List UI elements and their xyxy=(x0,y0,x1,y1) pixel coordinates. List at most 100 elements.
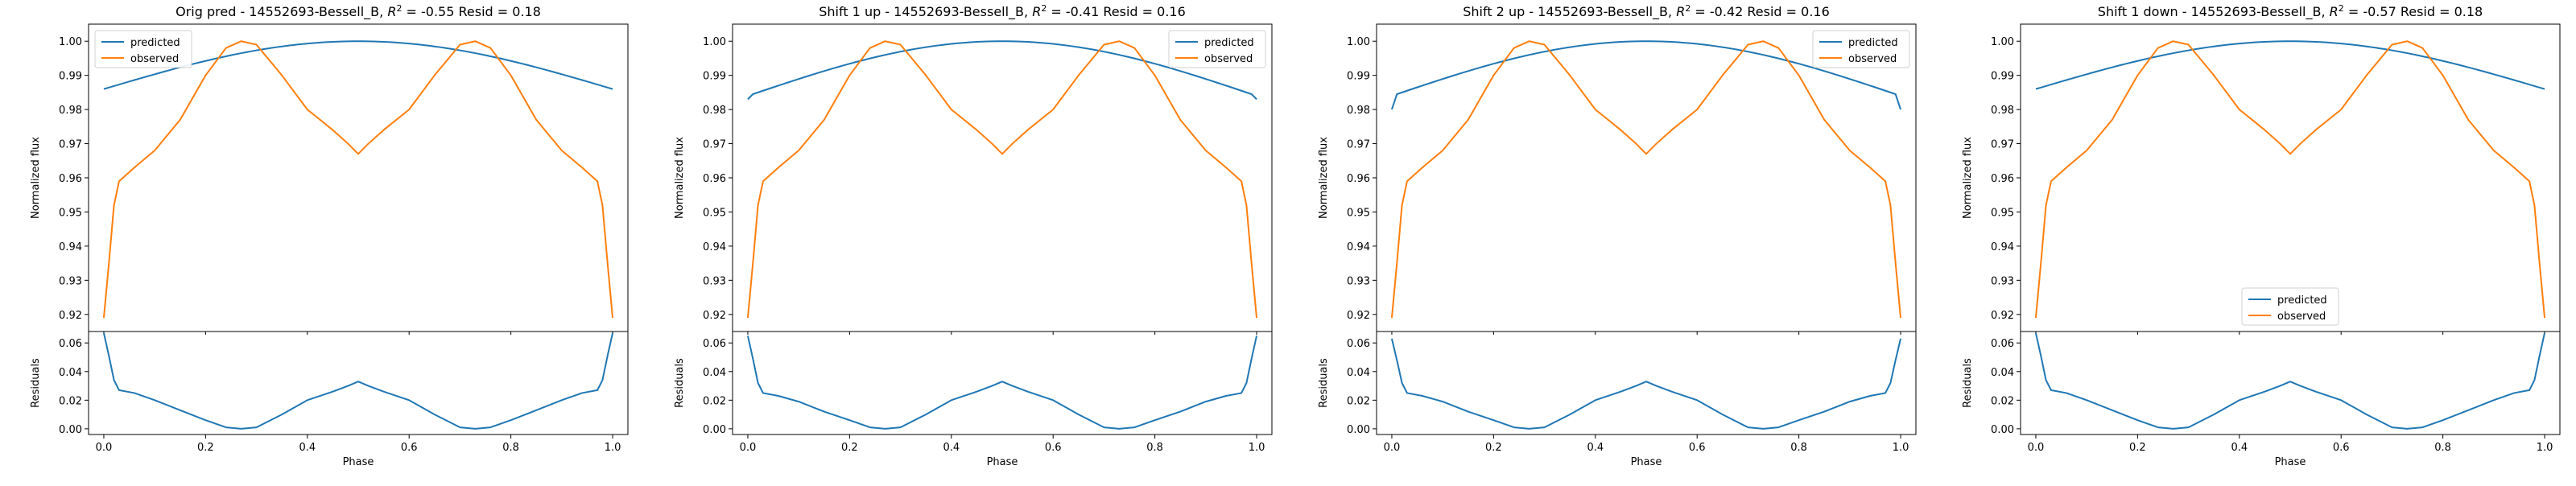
resid-ytick-label: 0.04 xyxy=(1991,367,2014,379)
resid-xtick-label: 0.8 xyxy=(1146,442,1163,454)
x-axis-label: Phase xyxy=(343,456,374,468)
chart-title-r: R xyxy=(1032,4,1041,19)
flux-ytick-label: 0.92 xyxy=(703,310,726,322)
flux-ytick-label: 0.96 xyxy=(59,173,82,185)
observed-series-line xyxy=(2034,40,2546,319)
resid-axes-frame xyxy=(732,331,1273,435)
resid-ytick-label: 0.04 xyxy=(1347,367,1370,379)
legend-label-predicted: predicted xyxy=(130,37,180,49)
flux-ytick-label: 0.99 xyxy=(59,71,82,83)
legend-label-observed: observed xyxy=(130,53,179,65)
resid-ytick-label: 0.06 xyxy=(1991,338,2014,350)
resid-xtick-label: 0.8 xyxy=(1790,442,1807,454)
chart-title-prefix: Orig pred - 14552693-Bessell_B, xyxy=(175,4,387,20)
resid-xtick-label: 0.2 xyxy=(197,442,214,454)
resid-xtick-label: 0.0 xyxy=(1384,442,1401,454)
flux-ytick-label: 0.92 xyxy=(1991,310,2014,322)
resid-xtick-label: 0.0 xyxy=(740,442,757,454)
observed-series-line xyxy=(1390,40,1902,319)
flux-ytick-label: 0.94 xyxy=(1991,241,2014,253)
resid-xtick-label: 1.0 xyxy=(1893,442,1909,454)
resid-ytick-label: 0.02 xyxy=(703,395,726,407)
resid-ytick-label: 0.04 xyxy=(703,367,726,379)
chart-title-suffix: = -0.55 Resid = 0.18 xyxy=(402,4,540,19)
flux-ytick-label: 1.00 xyxy=(1991,36,2014,48)
resid-ytick-label: 0.00 xyxy=(1347,424,1370,436)
resid-ytick-label: 0.06 xyxy=(1347,338,1370,350)
residuals-series-line xyxy=(746,336,1258,430)
flux-axes-frame xyxy=(732,23,1273,332)
flux-ytick-label: 1.00 xyxy=(1347,36,1370,48)
resid-axes-frame xyxy=(88,331,629,435)
flux-ytick-label: 0.98 xyxy=(703,105,726,117)
resid-xtick-label: 0.2 xyxy=(841,442,858,454)
flux-ytick-label: 0.94 xyxy=(703,241,726,253)
x-axis-label: Phase xyxy=(2275,456,2306,468)
flux-ylabel: Normalized flux xyxy=(1962,137,1974,219)
chart-title-suffix: = -0.57 Resid = 0.18 xyxy=(2344,4,2483,19)
resid-xtick-label: 0.6 xyxy=(401,442,418,454)
flux-ylabel: Normalized flux xyxy=(1318,137,1330,219)
x-axis-label: Phase xyxy=(1631,456,1662,468)
chart-legend: predicted observed xyxy=(1168,30,1266,68)
chart-legend: predicted observed xyxy=(2241,287,2339,326)
legend-label-predicted: predicted xyxy=(1848,37,1898,49)
resid-xtick-label: 0.2 xyxy=(2129,442,2146,454)
flux-ytick-label: 0.95 xyxy=(59,207,82,219)
resid-ytick-label: 0.00 xyxy=(59,424,82,436)
resid-axes-frame xyxy=(1376,331,1917,435)
flux-ytick-label: 0.96 xyxy=(1991,173,2014,185)
legend-label-observed: observed xyxy=(1848,53,1897,65)
resid-ytick-label: 0.00 xyxy=(703,424,726,436)
flux-ytick-label: 0.93 xyxy=(703,275,726,287)
chart-title-r: R xyxy=(387,4,396,19)
resid-ytick-label: 0.04 xyxy=(59,367,82,379)
chart-title: Shift 1 down - 14552693-Bessell_B, R2 = … xyxy=(2098,3,2483,20)
chart-title-sup: 2 xyxy=(2339,3,2344,14)
resid-xtick-label: 0.4 xyxy=(1587,442,1604,454)
flux-ytick-label: 0.97 xyxy=(1991,139,2014,151)
chart-panel-2: Shift 1 up - 14552693-Bessell_B, R2 = -0… xyxy=(674,3,1273,468)
x-axis-label: Phase xyxy=(987,456,1018,468)
chart-legend: predicted observed xyxy=(94,30,192,68)
chart-title: Orig pred - 14552693-Bessell_B, R2 = -0.… xyxy=(175,3,541,20)
chart-title: Shift 1 up - 14552693-Bessell_B, R2 = -0… xyxy=(819,3,1186,20)
chart-title-prefix: Shift 2 up - 14552693-Bessell_B, xyxy=(1463,4,1676,20)
flux-ytick-label: 0.98 xyxy=(1991,105,2014,117)
resid-xtick-label: 0.8 xyxy=(502,442,519,454)
resid-xtick-label: 0.6 xyxy=(2333,442,2350,454)
resid-xtick-label: 0.4 xyxy=(299,442,316,454)
resid-xtick-label: 0.0 xyxy=(2028,442,2045,454)
flux-ytick-label: 0.95 xyxy=(703,207,726,219)
resid-ytick-label: 0.02 xyxy=(1991,395,2014,407)
flux-ytick-label: 0.95 xyxy=(1991,207,2014,219)
chart-panel-4: Shift 1 down - 14552693-Bessell_B, R2 = … xyxy=(1962,3,2561,468)
residuals-series-line xyxy=(1390,338,1902,430)
resid-xtick-label: 0.2 xyxy=(1485,442,1502,454)
resid-ylabel: Residuals xyxy=(30,358,42,408)
chart-title-prefix: Shift 1 down - 14552693-Bessell_B, xyxy=(2098,4,2330,20)
flux-ytick-label: 0.99 xyxy=(1347,71,1370,83)
flux-ytick-label: 0.97 xyxy=(703,139,726,151)
flux-ytick-label: 1.00 xyxy=(703,36,726,48)
flux-ytick-label: 0.99 xyxy=(703,71,726,83)
flux-axes-frame xyxy=(1376,23,1917,332)
chart-panel-1: Orig pred - 14552693-Bessell_B, R2 = -0.… xyxy=(30,3,629,468)
chart-legend: predicted observed xyxy=(1812,30,1910,68)
chart-title-sup: 2 xyxy=(396,3,402,14)
residuals-series-line xyxy=(2034,332,2546,430)
chart-panel-3: Shift 2 up - 14552693-Bessell_B, R2 = -0… xyxy=(1318,3,1917,468)
chart-title: Shift 2 up - 14552693-Bessell_B, R2 = -0… xyxy=(1463,3,1830,20)
flux-ytick-label: 0.96 xyxy=(703,173,726,185)
observed-series-line xyxy=(746,40,1258,319)
resid-xtick-label: 0.6 xyxy=(1689,442,1706,454)
flux-ytick-label: 0.94 xyxy=(1347,241,1370,253)
chart-title-sup: 2 xyxy=(1685,3,1690,14)
resid-xtick-label: 0.4 xyxy=(943,442,960,454)
flux-ytick-label: 0.92 xyxy=(1347,310,1370,322)
chart-title-r: R xyxy=(1676,4,1685,19)
flux-ylabel: Normalized flux xyxy=(30,137,42,219)
resid-ytick-label: 0.02 xyxy=(59,395,82,407)
resid-xtick-label: 1.0 xyxy=(605,442,621,454)
